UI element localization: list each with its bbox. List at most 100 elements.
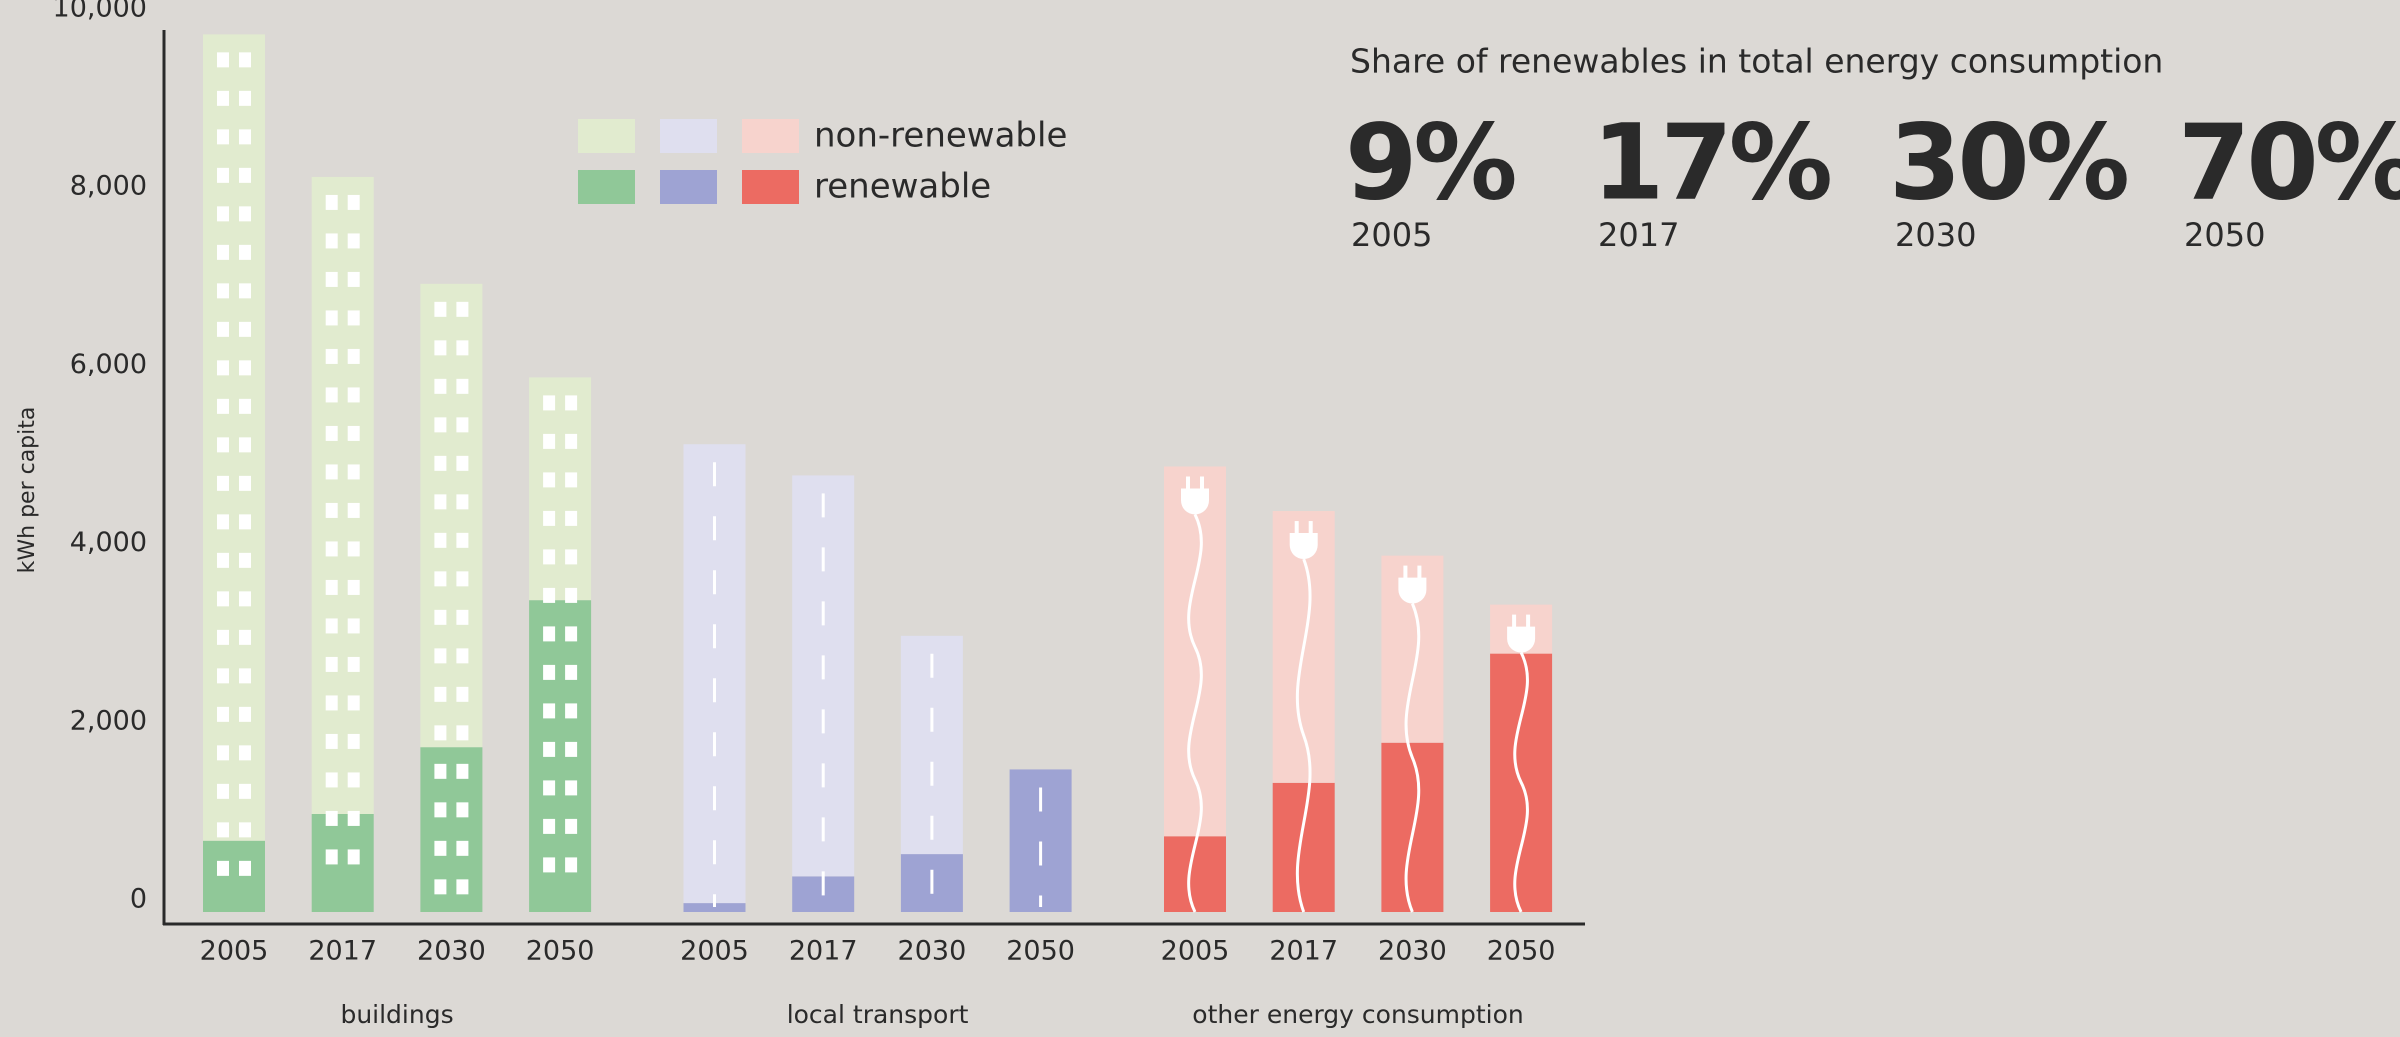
window: [347, 733, 360, 749]
window: [325, 310, 338, 326]
window: [325, 541, 338, 557]
cable: [1187, 513, 1203, 913]
bar-segment: [683, 903, 746, 912]
window: [217, 360, 229, 376]
window: [456, 417, 469, 433]
y-tick-label: 2,000: [70, 705, 147, 736]
window: [217, 167, 229, 183]
window: [456, 455, 469, 471]
window: [565, 703, 578, 719]
window: [239, 437, 251, 453]
window: [543, 664, 556, 680]
x-tick-label: 2030: [1378, 936, 1447, 967]
window: [456, 301, 469, 317]
share-title: Share of renewables in total energy cons…: [1350, 42, 2163, 81]
bar-segment: [311, 813, 374, 912]
window: [239, 206, 251, 222]
window: [434, 532, 447, 548]
window: [543, 703, 556, 719]
window: [217, 629, 229, 645]
plug: [1398, 577, 1427, 604]
y-tick-label: 8,000: [70, 171, 147, 202]
share-year: 2030: [1895, 216, 1976, 254]
x-tick-label: 2005: [200, 936, 269, 967]
window: [239, 860, 251, 876]
window: [239, 668, 251, 684]
window: [565, 549, 578, 565]
window: [434, 571, 447, 587]
plug: [1181, 488, 1209, 515]
window: [543, 818, 556, 834]
window: [239, 360, 251, 376]
legend-swatch: [578, 170, 635, 204]
window: [239, 129, 251, 145]
window: [434, 802, 447, 818]
window: [347, 810, 360, 826]
window: [325, 772, 338, 788]
y-tick-label: 6,000: [70, 349, 147, 380]
window: [217, 129, 229, 145]
x-tick-label: 2050: [1006, 936, 1075, 967]
window: [456, 725, 469, 741]
window: [325, 849, 338, 865]
window: [217, 552, 229, 568]
window: [347, 772, 360, 788]
window: [565, 587, 578, 603]
window: [456, 879, 469, 895]
window: [456, 840, 469, 856]
bar-segment: [529, 600, 592, 912]
window: [239, 745, 251, 761]
window: [239, 629, 251, 645]
window: [565, 818, 578, 834]
plug-pin: [1417, 565, 1422, 579]
window: [434, 686, 447, 702]
window: [565, 510, 578, 526]
window: [239, 167, 251, 183]
window: [217, 52, 229, 68]
window: [217, 668, 229, 684]
x-tick-label: 2017: [308, 936, 377, 967]
bar-segment: [1272, 782, 1335, 912]
window: [347, 348, 360, 364]
window: [239, 244, 251, 260]
window: [325, 271, 338, 287]
share-year: 2050: [2184, 216, 2265, 254]
window: [347, 849, 360, 865]
window: [434, 840, 447, 856]
window: [565, 395, 578, 411]
window: [456, 494, 469, 510]
window: [239, 591, 251, 607]
window: [565, 433, 578, 449]
window: [325, 194, 338, 210]
window: [239, 90, 251, 106]
bar-segment: [203, 840, 265, 912]
window: [565, 857, 578, 873]
bar-segment: [420, 283, 483, 748]
bar-segment: [683, 444, 746, 904]
bar-segment: [311, 176, 374, 814]
bar-segment: [1164, 466, 1226, 837]
window: [456, 571, 469, 587]
legend-swatch: [660, 119, 717, 153]
window: [239, 52, 251, 68]
window: [325, 618, 338, 634]
window: [239, 783, 251, 799]
window: [456, 340, 469, 356]
window: [347, 695, 360, 711]
window: [325, 233, 338, 249]
window: [565, 780, 578, 796]
window: [347, 541, 360, 557]
window: [434, 648, 447, 664]
window: [434, 417, 447, 433]
window: [565, 626, 578, 642]
x-tick-label: 2050: [1487, 936, 1556, 967]
plug-pin: [1200, 476, 1204, 490]
x-tick-label: 2017: [789, 936, 858, 967]
window: [239, 706, 251, 722]
window: [217, 90, 229, 106]
plug-pin: [1294, 521, 1299, 535]
window: [434, 378, 447, 394]
window: [217, 437, 229, 453]
window: [347, 271, 360, 287]
